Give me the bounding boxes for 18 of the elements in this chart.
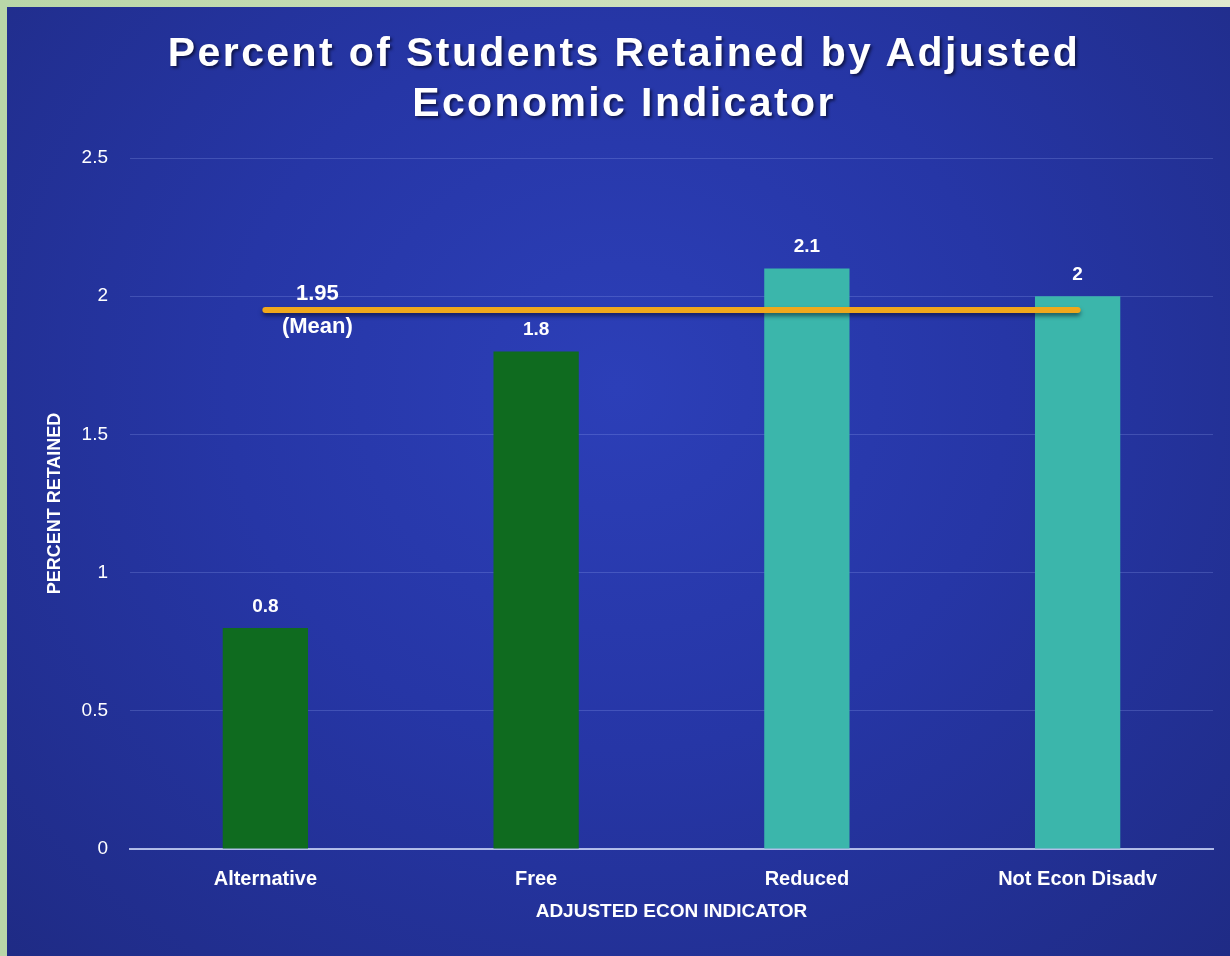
x-tick-label: Free	[515, 866, 558, 889]
x-tick-label: Alternative	[213, 866, 318, 889]
data-label: 2.1	[793, 235, 821, 257]
y-axis-title: PERCENT RETAINED	[43, 412, 64, 595]
y-tick-label: 0.5	[81, 699, 108, 721]
y-tick-label: 2	[97, 284, 108, 306]
y-tick-label: 2.5	[81, 146, 108, 168]
chart-title: Percent of Students Retained by Adjusted Economic Indicator	[166, 28, 1082, 127]
x-tick-label: Not Econ Disadv	[998, 866, 1158, 889]
x-tick-label: Reduced	[764, 866, 850, 889]
y-tick-label: 1.5	[81, 422, 108, 444]
y-tick-label: 0	[97, 837, 108, 859]
x-axis-title: ADJUSTED ECON INDICATOR	[535, 899, 808, 921]
ref-line-label: 1.95 (Mean)	[281, 280, 353, 339]
data-label: 0.8	[252, 594, 279, 616]
data-label: 2	[1072, 262, 1083, 284]
y-tick-label: 1	[97, 560, 108, 582]
data-label: 1.8	[522, 318, 550, 340]
